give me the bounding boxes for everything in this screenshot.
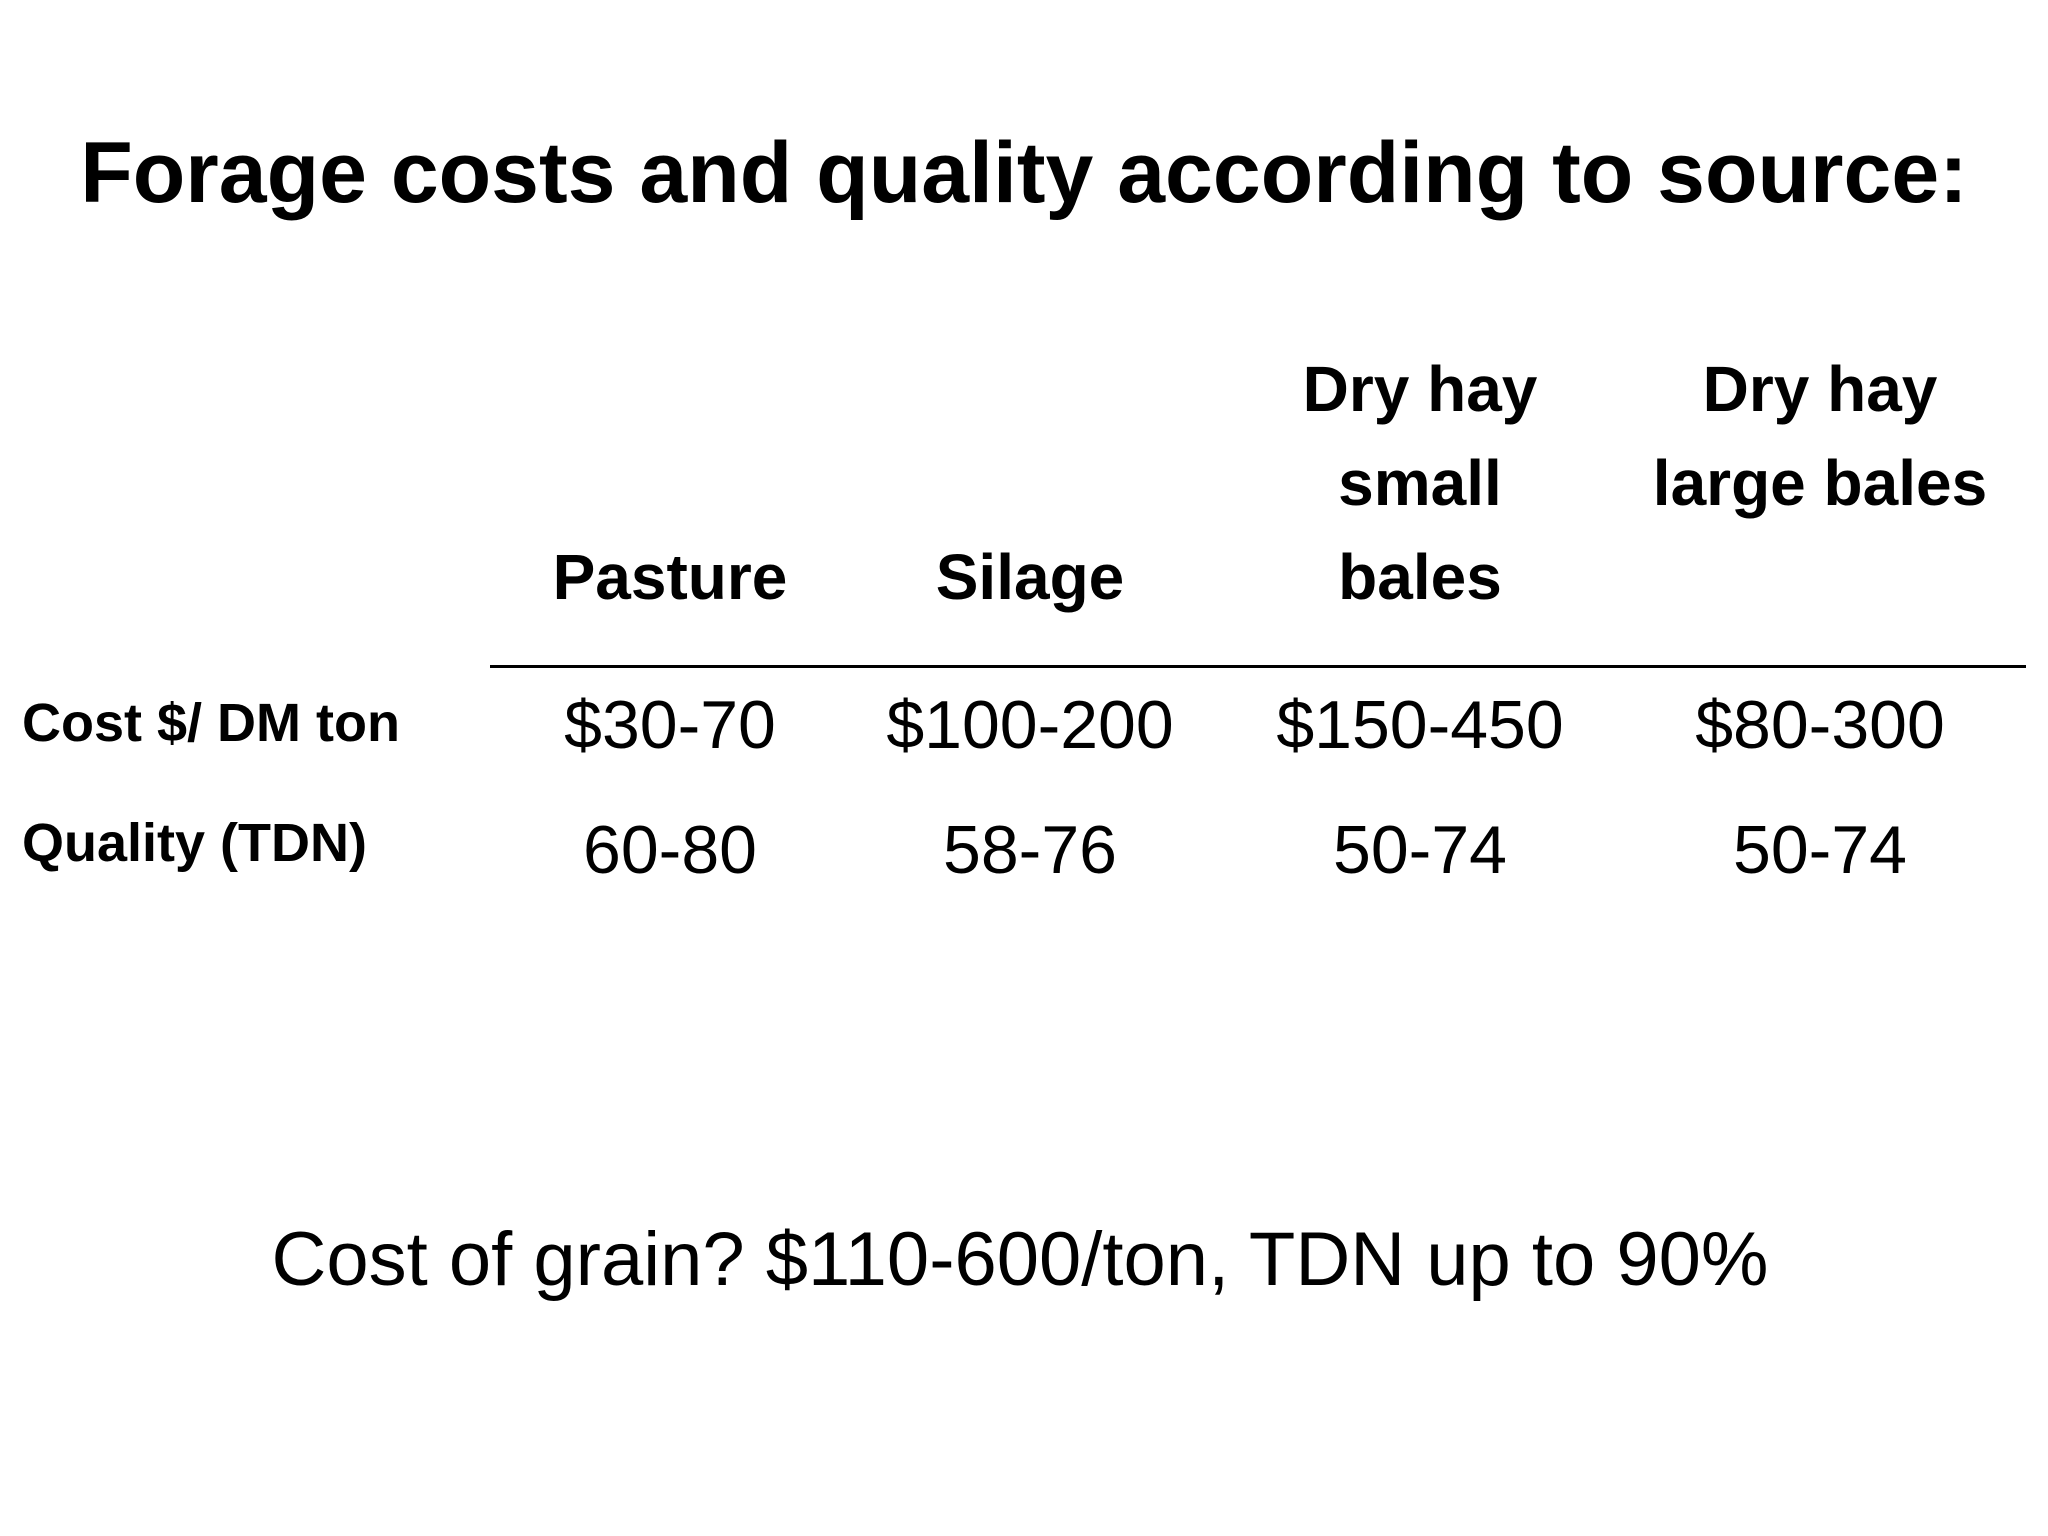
row-label-cost: Cost $/ DM ton	[22, 693, 400, 753]
column-header-line: Dry hay	[1302, 353, 1538, 425]
column-header-line: bales	[1338, 541, 1502, 613]
grain-cost-note: Cost of grain? $110-600/ton, TDN up to 9…	[271, 1217, 1769, 1302]
column-header-line: large bales	[1652, 447, 1988, 519]
column-header-line: Pasture	[552, 541, 788, 613]
table-cell-cost-pasture: $30-70	[564, 687, 776, 763]
column-header-line: Silage	[935, 541, 1125, 613]
slide-title: Forage costs and quality according to so…	[80, 125, 1968, 221]
table-cell-quality-pasture: 60-80	[583, 812, 757, 888]
column-header-line: Dry hay	[1702, 353, 1938, 425]
row-label-quality: Quality (TDN)	[22, 813, 367, 873]
column-header-dry-hay-large-bales: Dry hay large bales	[1620, 342, 2020, 530]
table-cell-cost-silage: $100-200	[886, 687, 1174, 763]
column-header-dry-hay-small-bales: Dry hay small bales	[1260, 342, 1580, 624]
table-cell-cost-large-bales: $80-300	[1695, 687, 1945, 763]
column-header-pasture: Pasture	[520, 530, 820, 624]
table-cell-quality-large-bales: 50-74	[1733, 812, 1907, 888]
table-cell-quality-small-bales: 50-74	[1333, 812, 1507, 888]
table-cell-cost-small-bales: $150-450	[1276, 687, 1564, 763]
column-header-line: small	[1338, 447, 1502, 519]
header-divider	[490, 665, 2026, 668]
table-cell-quality-silage: 58-76	[943, 812, 1117, 888]
column-header-silage: Silage	[880, 530, 1180, 624]
